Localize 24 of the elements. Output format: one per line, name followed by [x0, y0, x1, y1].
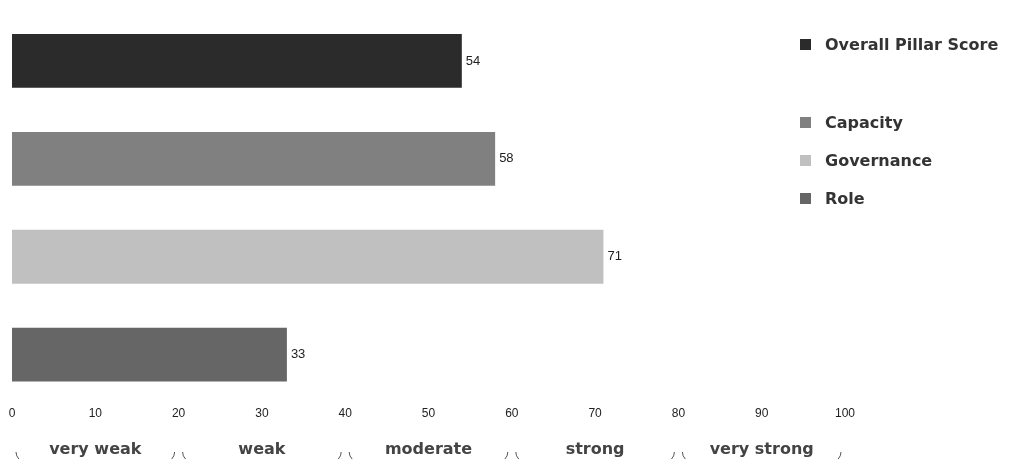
- text: very strong: [709, 439, 814, 459]
- x-tick-label: 10: [88, 406, 103, 421]
- x-tick-label: 90: [755, 406, 769, 421]
- text: moderate: [384, 439, 473, 459]
- text: weak: [238, 439, 286, 459]
- data-label: 58: [499, 150, 514, 166]
- data-label: 54: [465, 52, 481, 68]
- x-tick-label: 80: [671, 406, 686, 421]
- x-tick-label: 70: [588, 406, 603, 421]
- x-tick-label: 50: [421, 406, 436, 421]
- x-tick-label: 60: [505, 406, 519, 421]
- x-tick-label: 30: [255, 406, 269, 421]
- text: very weak: [49, 439, 142, 459]
- x-tick-label: 40: [338, 406, 353, 421]
- legend-label: Governance: [825, 150, 933, 170]
- x-tick-label: 0: [8, 406, 16, 421]
- x-tick-label: 20: [171, 406, 186, 421]
- text: strong: [565, 439, 625, 459]
- x-tick-label: 100: [834, 406, 856, 421]
- data-label: 33: [290, 346, 306, 362]
- legend-label: Overall Pillar Score: [825, 34, 999, 54]
- data-label: 71: [607, 248, 622, 264]
- legend-label: Capacity: [825, 112, 903, 132]
- legend-label: Role: [825, 188, 865, 208]
